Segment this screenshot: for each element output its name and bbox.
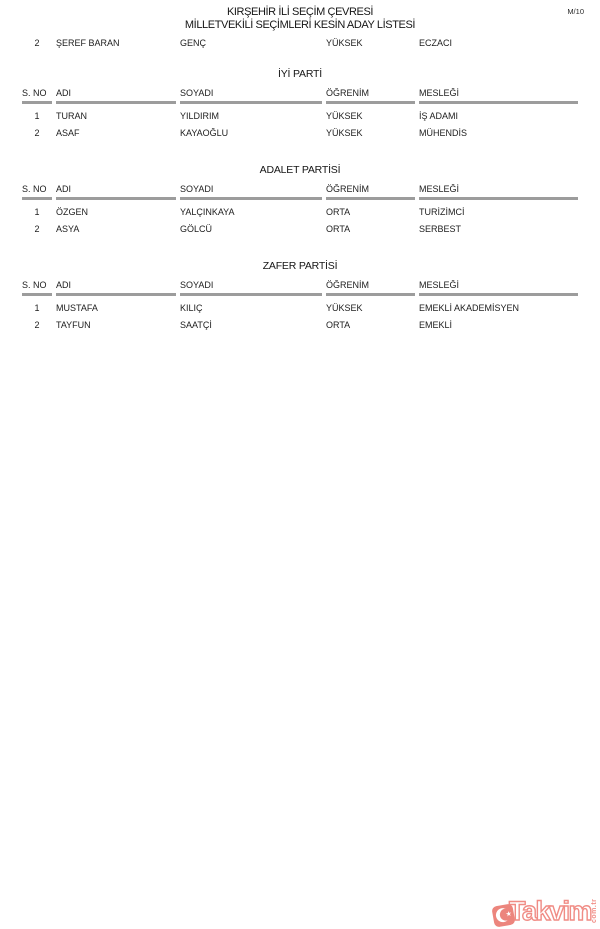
table-cell: YÜKSEK xyxy=(326,128,363,138)
table-header-row: S. NO ADI SOYADI ÖĞRENİM MESLEĞİ xyxy=(22,280,578,296)
table-cell: ASYA xyxy=(56,224,80,234)
table-cell: YÜKSEK xyxy=(326,111,363,121)
table-body: 1 ÖZGEN YALÇINKAYA ORTA TURİZİMCİ 2 ASYA GÖLCÜ O… xyxy=(0,207,600,234)
table-cell: 2 xyxy=(34,320,40,330)
party-title: ZAFER PARTİSİ xyxy=(262,260,338,272)
column-header: SOYADI xyxy=(180,184,322,200)
table-cell: YALÇINKAYA xyxy=(180,207,235,217)
table-cell: ECZACI xyxy=(419,38,453,48)
party-title: ADALET PARTİSİ xyxy=(259,164,341,176)
column-header: S. NO xyxy=(22,184,52,200)
column-header: ÖĞRENİM xyxy=(326,88,415,104)
column-header: MESLEĞİ xyxy=(419,280,578,296)
document-title: KIRŞEHİR İLİ SEÇİM ÇEVRESİ MİLLETVEKİLİ … xyxy=(0,6,600,31)
table-cell: 1 xyxy=(34,207,40,217)
takvim-domain: com.tr xyxy=(591,898,598,924)
table-body: 1 TURAN YILDIRIM YÜKSEK İŞ ADAMI 2 ASAF KAYAOĞL… xyxy=(0,111,600,138)
carryover-row: 2 ŞEREF BARAN GENÇ YÜKSEK ECZACI xyxy=(22,38,578,48)
table-cell: YÜKSEK xyxy=(326,38,363,48)
table-row: 2 ASAF KAYAOĞLU YÜKSEK MÜHENDİS xyxy=(22,128,578,138)
column-header: SOYADI xyxy=(180,88,322,104)
column-header: ADI xyxy=(56,88,176,104)
party-section: İYİ PARTİ S. NO ADI SOYADI ÖĞRENİM MESLEĞİ 1… xyxy=(0,68,600,160)
table-header-row: S. NO ADI SOYADI ÖĞRENİM MESLEĞİ xyxy=(22,184,578,200)
table-cell: ŞEREF BARAN xyxy=(56,38,120,48)
table-cell: GÖLCÜ xyxy=(180,224,213,234)
takvim-watermark: ★ Takvim com.tr xyxy=(491,895,598,928)
table-cell: KAYAOĞLU xyxy=(180,128,229,138)
table-cell: ASAF xyxy=(56,128,80,138)
table-cell: TURAN xyxy=(56,111,87,121)
table-cell: YÜKSEK xyxy=(326,303,363,313)
table-row: 1 ÖZGEN YALÇINKAYA ORTA TURİZİMCİ xyxy=(22,207,578,217)
title-line-2: MİLLETVEKİLİ SEÇİMLERİ KESİN ADAY LİSTES… xyxy=(184,18,416,31)
table-cell: 2 xyxy=(34,224,40,234)
table-cell: 2 xyxy=(34,128,40,138)
sections: İYİ PARTİ S. NO ADI SOYADI ÖĞRENİM MESLEĞİ 1… xyxy=(0,64,600,352)
table-cell: MUSTAFA xyxy=(56,303,98,313)
page-code: M/10 xyxy=(567,7,584,16)
table-row: 1 TURAN YILDIRIM YÜKSEK İŞ ADAMI xyxy=(22,111,578,121)
column-header: SOYADI xyxy=(180,280,322,296)
column-header: ADI xyxy=(56,280,176,296)
table-cell: KILIÇ xyxy=(180,303,203,313)
table-cell: ÖZGEN xyxy=(56,207,89,217)
takvim-logo-mark: ★ xyxy=(491,902,516,928)
table-cell: GENÇ xyxy=(180,38,207,48)
table-cell: ORTA xyxy=(326,224,351,234)
column-header: MESLEĞİ xyxy=(419,184,578,200)
table-cell: 1 xyxy=(34,111,40,121)
party-title: İYİ PARTİ xyxy=(278,68,322,80)
table-cell: 2 xyxy=(34,38,40,48)
takvim-wordmark: Takvim xyxy=(508,895,593,926)
table-cell: İŞ ADAMI xyxy=(419,111,459,121)
column-header: S. NO xyxy=(22,280,52,296)
table-cell: YILDIRIM xyxy=(180,111,220,121)
table-cell: EMEKLİ AKADEMİSYEN xyxy=(419,303,520,313)
column-header: ADI xyxy=(56,184,176,200)
table-row: 2 TAYFUN SAATÇİ ORTA EMEKLİ xyxy=(22,320,578,330)
table-cell: 1 xyxy=(34,303,40,313)
table-cell: ORTA xyxy=(326,207,351,217)
table-body: 1 MUSTAFA KILIÇ YÜKSEK EMEKLİ AKADEMİSYEN 2 TA… xyxy=(0,303,600,330)
table-header-row: S. NO ADI SOYADI ÖĞRENİM MESLEĞİ xyxy=(22,88,578,104)
star-icon: ★ xyxy=(505,910,513,919)
table-cell: TAYFUN xyxy=(56,320,91,330)
column-header: ÖĞRENİM xyxy=(326,280,415,296)
table-cell: SAATÇİ xyxy=(180,320,212,330)
column-header: MESLEĞİ xyxy=(419,88,578,104)
title-line-1: KIRŞEHİR İLİ SEÇİM ÇEVRESİ xyxy=(226,6,374,18)
table-row: 1 MUSTAFA KILIÇ YÜKSEK EMEKLİ AKADEMİSYEN xyxy=(22,303,578,313)
column-header: S. NO xyxy=(22,88,52,104)
party-section: ZAFER PARTİSİ S. NO ADI SOYADI ÖĞRENİM MESLE… xyxy=(0,260,600,352)
table-cell: TURİZİMCİ xyxy=(419,207,465,217)
table-cell: MÜHENDİS xyxy=(419,128,468,138)
table-cell: SERBEST xyxy=(419,224,462,234)
table-cell: EMEKLİ xyxy=(419,320,453,330)
column-header: ÖĞRENİM xyxy=(326,184,415,200)
party-section: ADALET PARTİSİ S. NO ADI SOYADI ÖĞRENİM MESL… xyxy=(0,164,600,256)
table-cell: ORTA xyxy=(326,320,351,330)
table-row: 2 ASYA GÖLCÜ ORTA SERBEST xyxy=(22,224,578,234)
